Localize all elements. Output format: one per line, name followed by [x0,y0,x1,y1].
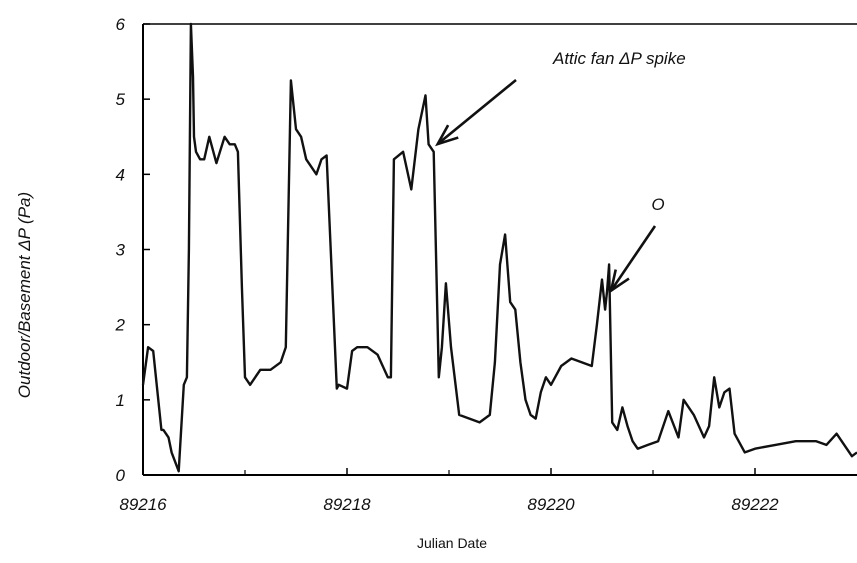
x-tick-label: 89222 [731,495,779,514]
x-axis-title: Julian Date [417,535,487,551]
annotation-label: O [651,195,664,214]
annotations: Attic fan ΔP spike O [434,49,686,294]
y-axis-title: Outdoor/Basement ΔP (Pa) [15,192,34,398]
x-tick-label: 89218 [323,495,371,514]
annotation-arrow [436,78,517,146]
y-tick-label: 6 [116,15,126,34]
ticks: 0 1 2 3 4 5 6 89216 89218 89220 89222 [115,15,780,514]
annotation-arrowhead [434,124,459,147]
x-tick-label: 89216 [119,495,167,514]
y-tick-label: 0 [116,466,126,485]
annotation-label: Attic fan ΔP spike [552,49,686,68]
y-tick-label: 5 [116,90,126,109]
series-line [141,22,857,473]
y-tick-label: 3 [116,241,126,260]
annotation-arrowhead [609,269,630,294]
series-group [141,22,857,473]
y-tick-label: 1 [116,391,125,410]
y-tick-label: 4 [116,165,125,184]
y-tick-label: 2 [115,316,126,335]
x-tick-label: 89220 [527,495,575,514]
annotation-arrow [610,225,657,292]
